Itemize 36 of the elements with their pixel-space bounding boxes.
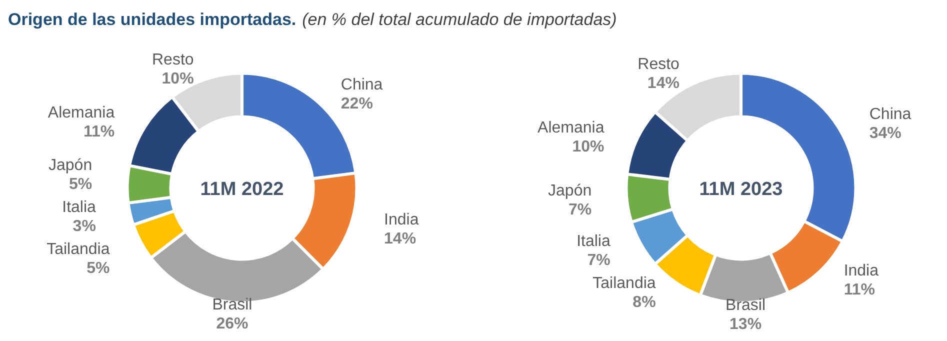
- data-label: 7%: [568, 201, 592, 218]
- slice-label: Brasil: [212, 296, 252, 314]
- text: 11M 2022: [200, 179, 284, 200]
- data-label: 11%: [844, 282, 875, 299]
- text: (en % del total acumulado de importadas): [302, 10, 617, 29]
- slice-label: Brasil: [726, 296, 766, 314]
- data-label: 5%: [68, 176, 92, 193]
- slice-label: China: [869, 106, 912, 123]
- data-label: 5%: [86, 260, 110, 277]
- slice-label: Italia: [62, 198, 96, 216]
- data-label: 14%: [384, 230, 416, 248]
- data-label: 7%: [587, 252, 610, 269]
- data-label: 14%: [647, 75, 680, 92]
- data-label: 3%: [72, 218, 96, 235]
- slice-label: Resto: [638, 56, 680, 74]
- chart-title: Origen de las unidades importadas.: [8, 10, 296, 29]
- data-label: 8%: [632, 294, 656, 311]
- slice-label: China: [340, 76, 383, 94]
- slice-label: Japón: [548, 182, 592, 200]
- data-label: 10%: [572, 138, 604, 156]
- slice-label: Tailandia: [46, 240, 110, 258]
- slice-label: India: [844, 262, 879, 280]
- data-label: 26%: [216, 316, 248, 333]
- slice-label: Alemania: [538, 119, 604, 136]
- slice-label: Resto: [152, 52, 194, 69]
- slice-label: Tailandia: [592, 274, 656, 292]
- data-label: 22%: [340, 95, 373, 112]
- slice-label: Japón: [48, 156, 92, 174]
- text: 11M 2023: [699, 179, 783, 200]
- data-label: 11%: [83, 123, 115, 140]
- slice-label: Alemania: [48, 104, 115, 122]
- data-label: 13%: [730, 316, 762, 333]
- data-label: 10%: [162, 70, 194, 88]
- data-label: 34%: [869, 124, 902, 142]
- slice-label: India: [384, 212, 419, 228]
- slice-label: Italia: [576, 232, 610, 250]
